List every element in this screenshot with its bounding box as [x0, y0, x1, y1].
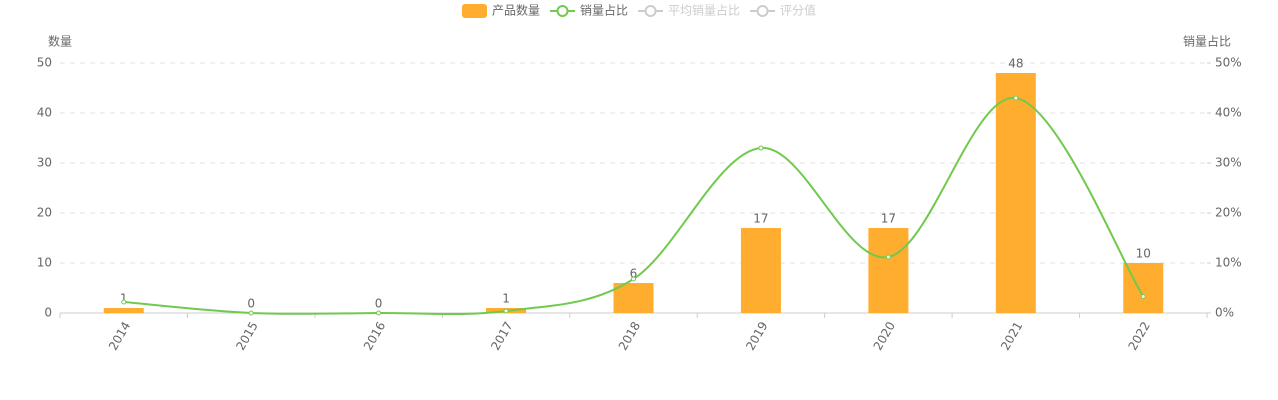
line	[123, 96, 1145, 316]
y-tick-label: 0	[44, 306, 52, 320]
y2-tick-label: 20%	[1215, 206, 1242, 220]
x-tick-label: 2019	[743, 319, 770, 352]
line-point	[121, 299, 127, 305]
x-tick-label: 2017	[488, 319, 515, 352]
y2-tick-label: 30%	[1215, 156, 1242, 170]
x-tick-label: 2018	[616, 319, 643, 352]
legend-label[interactable]: 产品数量	[492, 3, 540, 18]
legend-label[interactable]: 平均销量占比	[668, 3, 740, 18]
legend-swatch	[556, 5, 569, 17]
y2-tick-label: 40%	[1215, 106, 1242, 120]
data-label: 1	[502, 292, 510, 306]
y-axis-label: 数量	[48, 34, 72, 49]
y2-tick-label: 50%	[1215, 56, 1242, 70]
data-label: 6	[630, 267, 638, 281]
x-tick-label: 2022	[1126, 319, 1153, 352]
data-label: 48	[1008, 57, 1023, 71]
y2-tick-label: 10%	[1215, 256, 1242, 270]
line-point	[503, 308, 509, 314]
line-point	[248, 310, 254, 316]
x-tick-label: 2021	[998, 319, 1025, 352]
data-label: 17	[881, 212, 896, 226]
line-point	[758, 145, 764, 151]
line-point	[885, 254, 891, 260]
y2-tick-label: 0%	[1215, 306, 1234, 320]
data-label: 0	[375, 297, 383, 311]
x-tick-label: 2014	[106, 319, 133, 352]
bar	[868, 228, 909, 313]
legend-label[interactable]: 评分值	[780, 3, 816, 18]
y2-axis-label: 销量占比	[1183, 34, 1231, 49]
legend-swatch	[756, 5, 769, 17]
line-point	[1013, 95, 1019, 101]
data-label: 1	[120, 292, 128, 306]
y-tick-label: 20	[37, 206, 52, 220]
legend-swatch	[462, 4, 487, 18]
line-point	[376, 310, 382, 316]
y-tick-label: 10	[37, 256, 52, 270]
data-label: 17	[753, 212, 768, 226]
bar	[740, 228, 781, 313]
bar	[995, 73, 1036, 313]
data-label: 0	[247, 297, 255, 311]
legend-swatch	[644, 5, 657, 17]
line-point	[1140, 294, 1146, 299]
x-tick-label: 2016	[361, 319, 388, 352]
y-tick-label: 50	[37, 56, 52, 70]
legend-label[interactable]: 销量占比	[580, 3, 628, 18]
bar	[103, 308, 144, 313]
line-point	[631, 276, 636, 282]
x-tick-label: 2015	[233, 319, 260, 352]
bar	[613, 283, 654, 313]
data-label: 10	[1136, 247, 1151, 261]
y-tick-label: 40	[37, 106, 52, 120]
x-tick-label: 2020	[871, 319, 898, 352]
y-tick-label: 30	[37, 156, 52, 170]
